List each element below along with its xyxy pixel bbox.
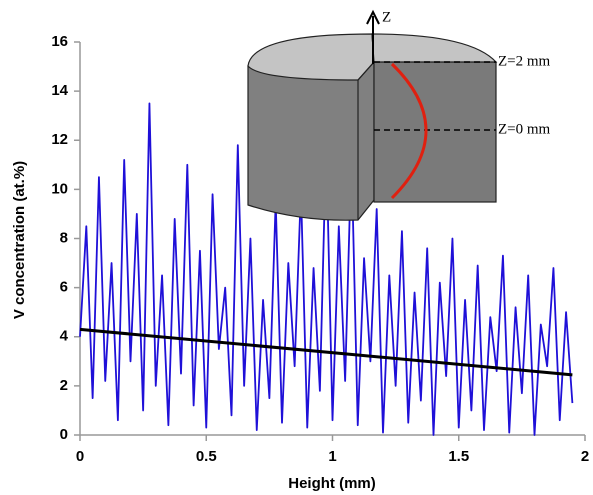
y-tick-label: 4 <box>60 328 69 345</box>
y-tick-label: 6 <box>60 279 68 296</box>
data-line <box>79 327 573 377</box>
profile-curve <box>390 62 428 200</box>
cylinder-body <box>247 61 375 221</box>
y-tick-label: 0 <box>60 426 68 443</box>
x-tick-label: 0 <box>76 448 84 465</box>
y-axis-label: V concentration (at.%) <box>11 161 28 319</box>
edge <box>357 61 375 81</box>
inset-diagram: Z Z=2 mm Z=0 mm <box>247 9 551 221</box>
y-tick-label: 12 <box>51 131 68 148</box>
y-tick-label: 14 <box>51 82 68 99</box>
cylinder-top <box>247 33 375 81</box>
inset-axis-label: Z <box>382 9 391 25</box>
cut-face <box>373 61 497 203</box>
inset-label: Z=0 mm <box>498 121 551 137</box>
y-tick-label: 8 <box>60 229 68 246</box>
z-arrow <box>366 9 380 25</box>
y-tick-label: 2 <box>60 377 68 394</box>
x-tick-label: 0.5 <box>196 448 217 465</box>
x-tick-label: 1 <box>328 448 336 465</box>
x-tick-label: 2 <box>581 448 589 465</box>
x-axis-label: Height (mm) <box>288 475 376 492</box>
inset-label: Z=2 mm <box>498 53 551 69</box>
y-tick-label: 16 <box>51 33 68 50</box>
cylinder-top <box>371 33 498 63</box>
x-tick-label: 1.5 <box>448 448 469 465</box>
y-tick-label: 10 <box>51 180 68 197</box>
